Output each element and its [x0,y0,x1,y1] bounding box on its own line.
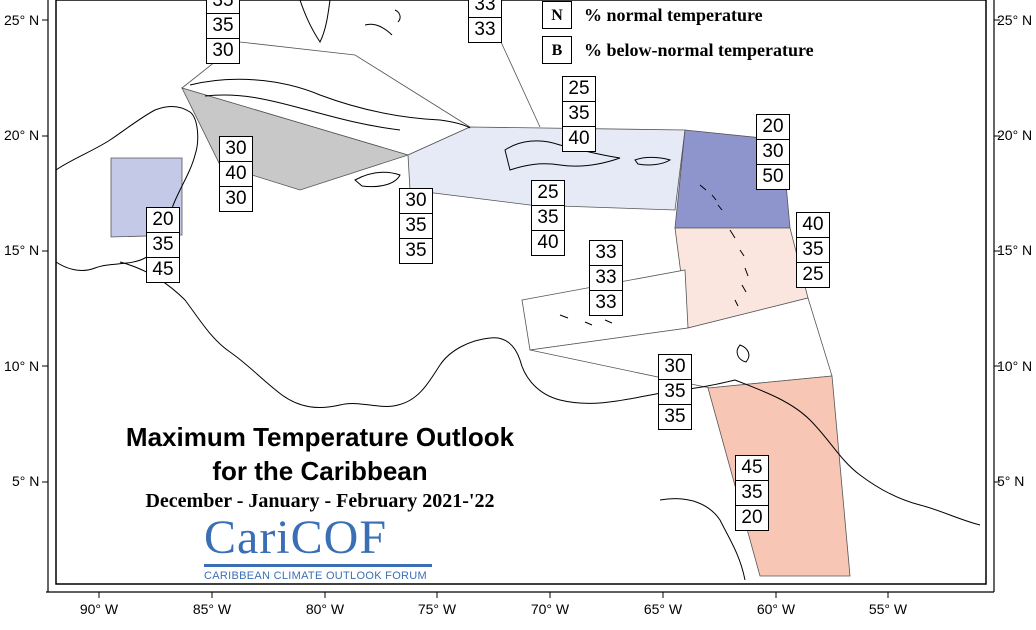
coastlines [55,0,981,581]
caricof-logo: CariCOF CARIBBEAN CLIMATE OUTLOOK FORUM [204,514,436,582]
legend-label-normal: % normal temperature [584,4,763,25]
stack-guianas: 45 35 20 [735,455,769,531]
stack-leeward-islands-value-2: 30 [757,139,789,164]
stack-leeward-islands-value-3: 50 [757,164,789,189]
legend-below: B % below-normal temperature [542,35,814,65]
lat-label-right-20: 20° N [997,127,1033,143]
stack-trinidad-value-2: 35 [659,379,691,404]
stack-windward-islands: 40 35 25 [796,212,830,288]
map-title-line2: for the Caribbean [212,456,428,486]
caricof-logo-wordmark: CariCOF [204,511,388,564]
stack-belize: 20 35 45 [146,207,180,283]
stack-bahamas-north-value-1: 33 [474,0,496,15]
lat-label-right-15: 15° N [997,242,1033,258]
legend-key-normal: N [542,1,572,29]
stack-hispaniola-south-value-3: 40 [532,230,564,255]
stack-hispaniola-south-value-1: 25 [537,182,559,203]
legend-key-below: B [542,36,572,64]
stack-cuba: 30 40 30 [219,136,253,212]
stack-trinidad-value-1: 30 [664,356,686,377]
stack-hispaniola-north-value-1: 25 [568,78,590,99]
stack-bahamas-west-value-3: 30 [207,38,239,63]
stack-trinidad: 30 35 35 [658,354,692,430]
forecast-period: December - January - February 2021-'22 [145,490,495,512]
stack-belize-value-3: 45 [147,257,179,282]
stack-bahamas-north-value-2: 33 [469,17,501,42]
stack-guianas-value-1: 45 [741,457,763,478]
stack-bahamas-west-value-2: 35 [207,13,239,38]
lat-label-right-25: 25° N [997,12,1033,28]
lat-label-left-15: 15° N [4,242,40,258]
caricof-logo-underline [204,564,432,567]
stack-jamaica-value-1: 30 [405,190,427,211]
stack-guianas-value-3: 20 [736,505,768,530]
map-title-block: Maximum Temperature Outlook for the Cari… [60,420,580,514]
stack-cuba-value-3: 30 [220,186,252,211]
legend-label-below: % below-normal temperature [584,39,814,60]
stack-windward-islands-value-2: 35 [797,237,829,262]
lon-label-75w: 75° W [417,601,457,617]
lon-label-55w: 55° W [868,601,908,617]
lon-label-60w: 60° W [756,601,796,617]
stack-jamaica: 30 35 35 [399,188,433,264]
lat-label-right-5: 5° N [997,473,1025,489]
stack-belize-value-2: 35 [147,232,179,257]
lat-label-right-10: 10° N [997,358,1033,374]
stack-jamaica-value-3: 35 [400,238,432,263]
stack-hispaniola-south: 25 35 40 [531,180,565,256]
stack-hispaniola-north-value-3: 40 [563,126,595,151]
stack-windward-islands-value-3: 25 [797,262,829,287]
stack-windward-islands-value-1: 40 [802,214,824,235]
stack-cuba-value-2: 40 [220,161,252,186]
stack-bahamas-west-value-1: 35 [212,0,234,11]
lon-label-90w: 90° W [79,601,119,617]
map-title-line1: Maximum Temperature Outlook [125,422,515,452]
stack-bahamas-west: 35 35 30 [206,0,240,64]
stack-leeward-islands-value-1: 20 [762,116,784,137]
stack-abc-islands-value-1: 33 [595,242,617,263]
lat-label-left-10: 10° N [4,358,40,374]
stack-bahamas-north: 33 33 [468,0,502,43]
lon-label-70w: 70° W [530,601,570,617]
stack-abc-islands-value-2: 33 [590,265,622,290]
stack-jamaica-value-2: 35 [400,213,432,238]
lat-label-left-5: 5° N [12,473,40,489]
lon-label-65w: 65° W [643,601,683,617]
stack-guianas-value-2: 35 [736,480,768,505]
stack-hispaniola-south-value-2: 35 [532,205,564,230]
stack-leeward-islands: 20 30 50 [756,114,790,190]
stack-hispaniola-north: 25 35 40 [562,76,596,152]
caricof-logo-subtitle: CARIBBEAN CLIMATE OUTLOOK FORUM [204,570,428,582]
lat-label-left-25: 25° N [4,12,40,28]
lon-label-80w: 80° W [305,601,345,617]
stack-hispaniola-north-value-2: 35 [563,101,595,126]
lon-label-85w: 85° W [192,601,232,617]
lat-label-left-20: 20° N [4,127,40,143]
legend-normal: N % normal temperature [542,0,763,30]
stack-abc-islands: 33 33 33 [589,240,623,316]
stack-cuba-value-1: 30 [225,138,247,159]
stack-trinidad-value-3: 35 [659,404,691,429]
stack-abc-islands-value-3: 33 [590,290,622,315]
stack-belize-value-1: 20 [152,209,174,230]
axis-ticks [42,19,1000,598]
